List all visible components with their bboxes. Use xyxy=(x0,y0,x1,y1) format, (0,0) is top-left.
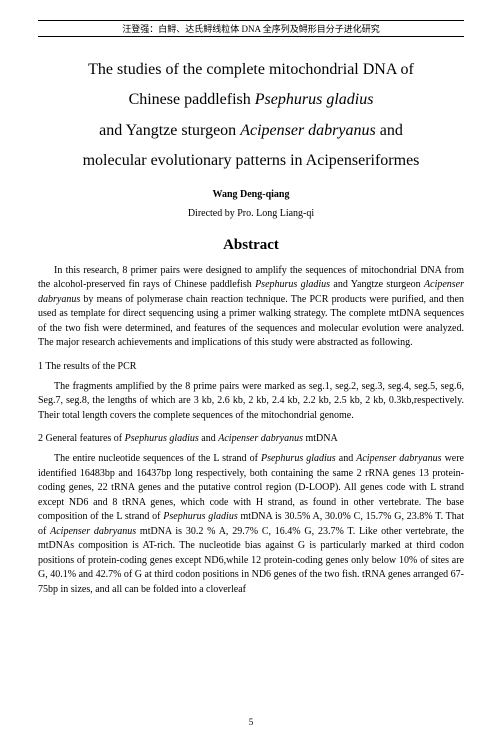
abstract-heading: Abstract xyxy=(38,237,464,254)
page-number: 5 xyxy=(0,717,502,727)
running-header: 汪登强：白鲟、达氏鲟线粒体 DNA 全序列及鲟形目分子进化研究 xyxy=(38,20,464,37)
abstract-para-1: In this research, 8 primer pairs were de… xyxy=(38,264,464,351)
title-line-4: molecular evolutionary patterns in Acipe… xyxy=(38,146,464,176)
section-1-para: The fragments amplified by the 8 prime p… xyxy=(38,380,464,424)
section-1-heading: 1 The results of the PCR xyxy=(38,361,464,372)
section-2-para: The entire nucleotide sequences of the L… xyxy=(38,452,464,597)
title-line-1: The studies of the complete mitochondria… xyxy=(38,55,464,85)
directed-by: Directed by Pro. Long Liang-qi xyxy=(38,206,464,221)
title-line-2: Chinese paddlefish Psephurus gladius xyxy=(38,85,464,115)
title: The studies of the complete mitochondria… xyxy=(38,55,464,177)
section-2-heading: 2 General features of Psephurus gladius … xyxy=(38,433,464,444)
author: Wang Deng-qiang xyxy=(38,187,464,202)
title-line-3: and Yangtze sturgeon Acipenser dabryanus… xyxy=(38,116,464,146)
page: 汪登强：白鲟、达氏鲟线粒体 DNA 全序列及鲟形目分子进化研究 The stud… xyxy=(0,0,502,733)
